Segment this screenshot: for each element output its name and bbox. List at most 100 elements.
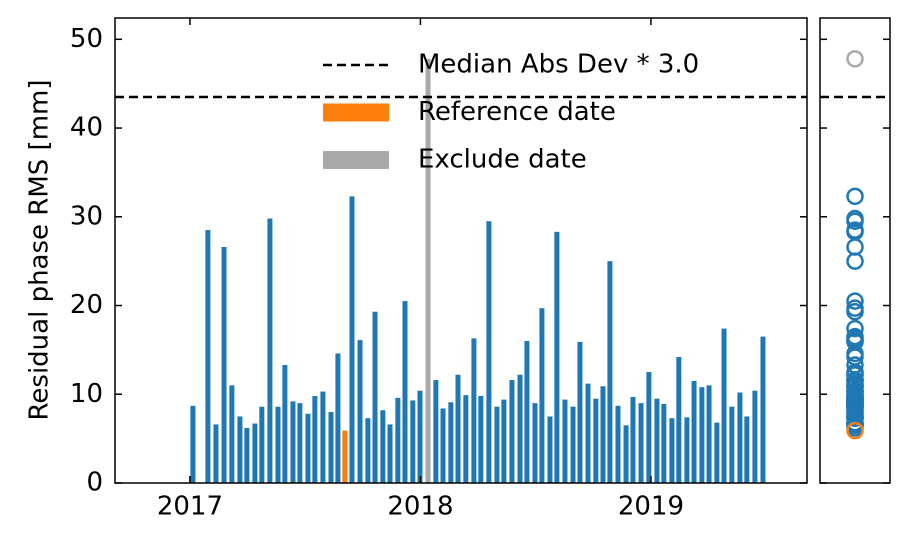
bar: [737, 392, 743, 483]
bar: [275, 406, 281, 483]
bar: [744, 416, 750, 483]
bar: [760, 336, 766, 483]
bar: [699, 387, 705, 483]
bar: [554, 231, 560, 483]
distribution-point: [846, 292, 864, 310]
bar: [259, 406, 265, 483]
y-tick-label: 0: [86, 468, 103, 498]
distribution-point: [846, 238, 864, 256]
bar: [229, 385, 235, 483]
distribution-point: [846, 327, 864, 346]
bar: [402, 301, 408, 483]
bar: [562, 399, 568, 483]
bar: [501, 399, 507, 483]
bar: [676, 356, 682, 483]
bar: [646, 372, 652, 483]
bar: [524, 341, 530, 483]
bar: [684, 417, 690, 483]
bar: [539, 308, 545, 483]
bar: [729, 406, 735, 483]
bar: [372, 311, 378, 483]
bar: [387, 424, 393, 483]
bar: [267, 218, 273, 483]
bar: [593, 398, 599, 483]
y-tick-label: 30: [70, 201, 103, 231]
bar: [638, 403, 644, 483]
bar: [221, 246, 227, 483]
y-axis-label: Residual phase RMS [mm]: [25, 80, 55, 421]
bar: [630, 396, 636, 483]
bar: [714, 422, 720, 483]
legend-swatch: [323, 103, 389, 122]
bar: [669, 418, 675, 483]
distribution-point: [846, 50, 864, 68]
bar: [478, 396, 484, 483]
bar: [395, 397, 401, 483]
bar: [661, 404, 667, 483]
bar: [585, 383, 591, 483]
y-tick-label: 20: [70, 290, 103, 320]
y-tick-label: 40: [70, 113, 103, 143]
bar: [190, 405, 196, 483]
bar: [517, 374, 523, 483]
bar: [282, 364, 288, 483]
x-tick-label: 2018: [387, 492, 453, 522]
bar: [607, 261, 613, 483]
bar: [335, 353, 341, 483]
bar: [328, 412, 334, 483]
distribution-point: [846, 376, 864, 395]
legend-label: Exclude date: [418, 145, 587, 175]
distribution-point: [846, 252, 864, 270]
y-tick-label: 10: [70, 379, 103, 409]
distribution-point: [846, 389, 864, 408]
bar: [577, 341, 583, 483]
legend-swatch: [323, 151, 389, 169]
distribution-point: [846, 212, 864, 230]
distribution-point: [846, 381, 864, 400]
bar: [320, 391, 326, 483]
bar: [706, 385, 712, 483]
bar: [425, 58, 431, 483]
bar: [410, 400, 416, 483]
bar: [623, 425, 629, 483]
bar: [752, 390, 758, 483]
bar: [349, 196, 355, 483]
bar: [342, 430, 348, 483]
bar: [440, 408, 446, 483]
bar: [380, 410, 386, 483]
bar: [448, 402, 454, 483]
bar: [305, 413, 311, 483]
bar: [654, 398, 660, 483]
y-tick-label: 50: [70, 24, 103, 54]
bar: [417, 390, 423, 483]
bar: [252, 423, 258, 483]
bar: [205, 230, 211, 483]
bar: [237, 416, 243, 483]
distribution-point: [846, 348, 864, 366]
distribution-point: [846, 223, 864, 241]
distribution-point: [846, 319, 864, 338]
bar: [455, 374, 461, 483]
bar: [213, 424, 219, 483]
axes-frame: [114, 17, 808, 484]
bar: [433, 380, 439, 483]
distribution-point: [846, 421, 864, 440]
bar: [312, 396, 318, 483]
legend-label: Reference date: [418, 97, 616, 127]
bar: [357, 340, 363, 483]
bar: [600, 386, 606, 483]
bar: [471, 338, 477, 483]
bar: [486, 221, 492, 484]
bar: [721, 328, 727, 483]
distribution-point: [846, 187, 864, 206]
bar: [691, 380, 697, 483]
bar: [244, 427, 250, 483]
bar: [297, 403, 303, 483]
bar: [532, 403, 538, 483]
bar: [547, 416, 553, 483]
x-tick-label: 2017: [157, 492, 223, 522]
x-tick-label: 2019: [618, 492, 684, 522]
bar: [615, 405, 621, 483]
distribution-point: [846, 299, 864, 317]
